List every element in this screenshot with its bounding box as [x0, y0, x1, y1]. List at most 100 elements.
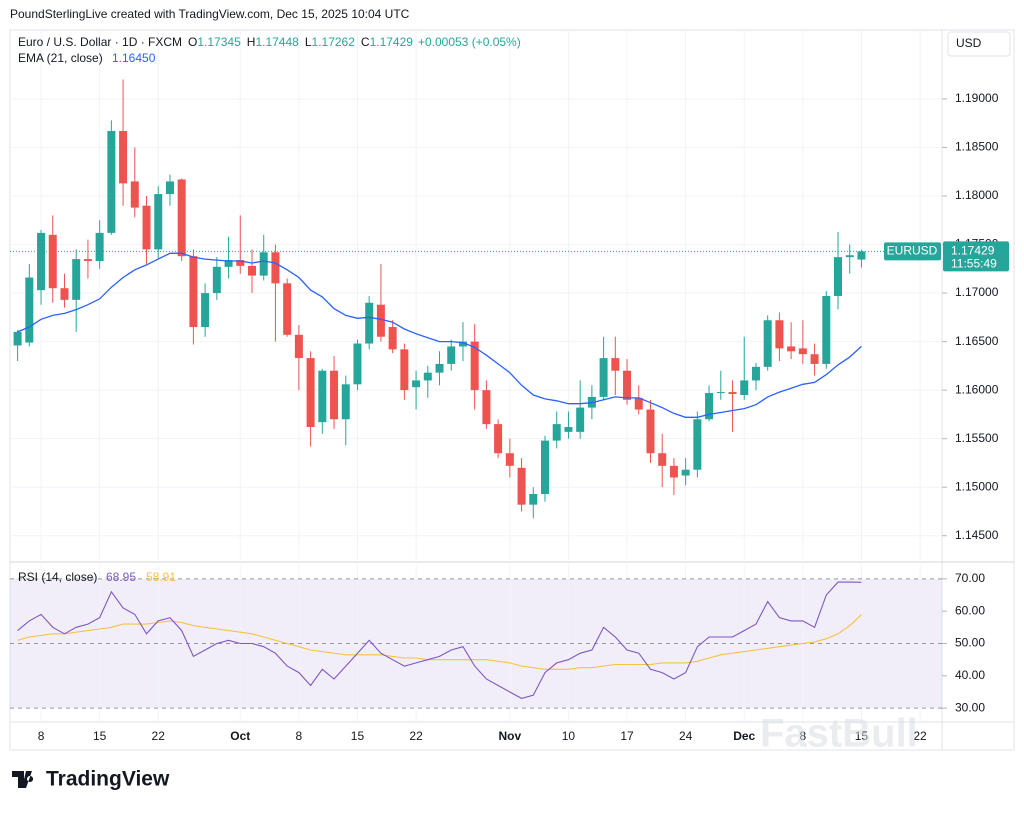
candle-body	[611, 358, 620, 371]
y-tick-label: 1.18500	[955, 140, 999, 154]
candle-body	[798, 348, 807, 355]
candle-body	[236, 260, 245, 266]
legend-item: 1.17448	[255, 35, 299, 49]
rsi-legend-value: 68.95	[106, 570, 136, 584]
x-tick-label: 8	[38, 729, 45, 743]
candle-body	[822, 295, 831, 364]
candle	[552, 411, 561, 449]
y-tick-label: 40.00	[955, 668, 985, 682]
candle	[60, 273, 69, 308]
candle-body	[306, 358, 315, 428]
candle-body	[658, 453, 667, 466]
candle	[716, 370, 725, 400]
y-tick-label: 1.16500	[955, 334, 999, 348]
candle	[529, 487, 538, 519]
x-tick-label: 15	[855, 729, 869, 743]
candle	[212, 257, 221, 300]
candle-body	[318, 370, 327, 423]
candle-body	[48, 234, 57, 289]
x-tick-label: 17	[620, 729, 634, 743]
candle	[83, 239, 92, 279]
candle	[822, 291, 831, 369]
candle-body	[494, 424, 503, 454]
candle-body	[224, 260, 233, 267]
candle	[165, 174, 174, 206]
candle	[681, 458, 690, 486]
x-tick-label: 10	[562, 729, 576, 743]
candle-body	[728, 392, 737, 395]
candle	[259, 234, 268, 281]
candle	[177, 178, 186, 262]
candle	[693, 411, 702, 478]
candle	[763, 315, 772, 371]
candle	[154, 186, 163, 260]
candle	[376, 263, 385, 342]
candle-body	[599, 358, 608, 397]
x-tick-label: 8	[296, 729, 303, 743]
candle	[798, 320, 807, 364]
x-tick-label: 24	[679, 729, 693, 743]
tradingview-logo: TradingView	[12, 768, 170, 791]
candle-body	[130, 181, 139, 208]
candle	[775, 312, 784, 362]
candle	[658, 433, 667, 488]
x-tick-label: 15	[351, 729, 365, 743]
candle	[482, 380, 491, 429]
candle-body	[25, 277, 34, 343]
candle-body	[541, 440, 549, 494]
candle	[283, 278, 292, 337]
symbol-tag-label: EURUSD	[887, 244, 938, 258]
legend-item: Euro / U.S. Dollar · 1D · FXCM	[18, 35, 182, 49]
candle	[564, 411, 573, 439]
candle	[646, 399, 655, 463]
legend-series: EMA (21, close)	[18, 51, 103, 65]
y-tick-label: 1.15500	[955, 431, 999, 445]
candle	[740, 336, 749, 400]
candle	[505, 438, 514, 478]
currency-box[interactable]	[947, 31, 1011, 57]
countdown: 11:55:49	[951, 257, 997, 271]
candle	[400, 343, 409, 400]
y-tick-label: 30.00	[955, 700, 985, 714]
x-tick-label: Dec	[733, 729, 755, 743]
x-tick-label: 8	[799, 729, 806, 743]
candle-body	[482, 390, 491, 425]
candle-body	[341, 384, 350, 420]
candle-body	[740, 380, 749, 395]
legend-item: 1.17345	[197, 35, 241, 49]
candle-body	[505, 453, 514, 466]
candle	[810, 343, 819, 376]
candle-body	[388, 327, 397, 350]
candle	[130, 147, 139, 218]
candle-body	[330, 370, 339, 420]
legend-item: 1.17262	[312, 35, 356, 49]
legend-value: 1.16450	[112, 51, 156, 65]
candle	[447, 339, 456, 371]
candle-body	[412, 380, 421, 388]
candle-body	[37, 232, 46, 291]
candle-body	[458, 341, 467, 347]
watermark: FastBull	[760, 712, 918, 756]
candle-body	[165, 181, 174, 195]
rsi-legend: RSI (14, close)	[18, 570, 97, 584]
candle-body	[470, 341, 479, 391]
candle-body	[119, 130, 128, 184]
candle-body	[681, 469, 690, 476]
candle	[705, 385, 714, 422]
candle	[669, 458, 678, 495]
candle-body	[435, 363, 444, 373]
candle-body	[517, 467, 526, 505]
candle-body	[283, 283, 292, 335]
candle-body	[834, 257, 842, 296]
y-tick-label: 60.00	[955, 603, 985, 617]
currency[interactable]: USD	[956, 36, 982, 50]
candle	[623, 359, 632, 405]
candle-body	[353, 343, 362, 385]
y-tick-label: 1.19000	[955, 91, 999, 105]
candle-body	[845, 255, 854, 258]
candle-body	[60, 288, 69, 300]
candle	[470, 324, 479, 410]
y-tick-label: 1.15000	[955, 479, 999, 493]
